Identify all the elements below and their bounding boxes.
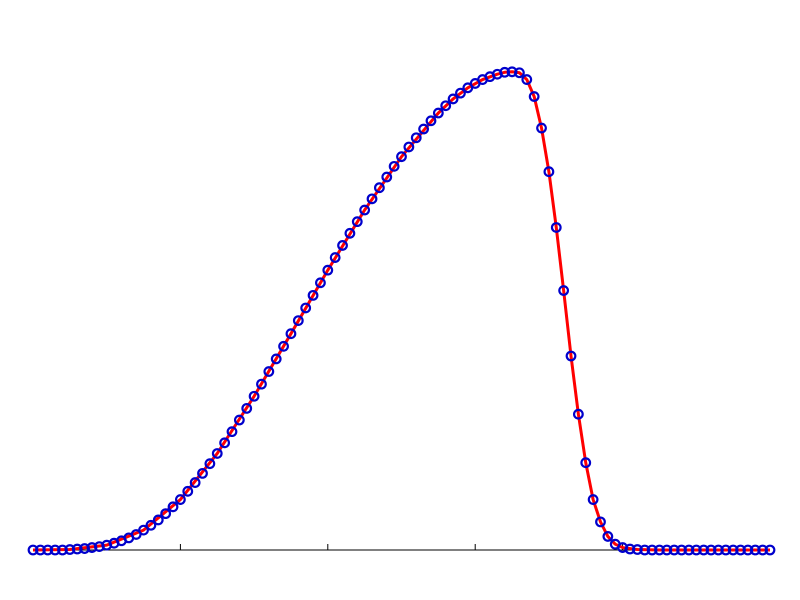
data-point bbox=[182, 485, 194, 497]
data-point bbox=[521, 74, 533, 85]
x-axis-ticks bbox=[179, 544, 624, 550]
data-point bbox=[174, 494, 186, 505]
data-point bbox=[145, 519, 157, 531]
data-point bbox=[226, 426, 238, 438]
data-point bbox=[661, 544, 673, 556]
data-point bbox=[713, 544, 724, 556]
data-point bbox=[300, 302, 312, 314]
data-point bbox=[639, 544, 651, 556]
data-point bbox=[735, 544, 746, 556]
data-point bbox=[307, 289, 319, 301]
data-point bbox=[57, 544, 68, 556]
data-point bbox=[160, 508, 172, 520]
data-point bbox=[654, 544, 665, 556]
data-point bbox=[631, 544, 643, 555]
data-point bbox=[757, 544, 769, 556]
data-point bbox=[418, 123, 430, 135]
data-point bbox=[344, 227, 356, 239]
data-point bbox=[204, 458, 216, 470]
data-point bbox=[42, 544, 54, 556]
data-point bbox=[558, 285, 570, 296]
data-point bbox=[152, 514, 164, 526]
data-point bbox=[189, 477, 201, 488]
data-point bbox=[440, 100, 452, 112]
data-point bbox=[749, 544, 761, 556]
data-point bbox=[543, 166, 555, 178]
data-point bbox=[727, 544, 739, 556]
fit-line-group bbox=[32, 70, 770, 552]
data-point bbox=[528, 91, 540, 102]
data-point bbox=[351, 216, 363, 228]
data-point bbox=[27, 544, 39, 556]
data-point bbox=[366, 193, 378, 205]
data-point bbox=[455, 87, 466, 99]
data-point bbox=[720, 544, 732, 556]
data-point bbox=[396, 151, 407, 163]
data-point bbox=[49, 544, 61, 556]
data-point bbox=[263, 366, 275, 377]
data-markers-group bbox=[27, 66, 776, 556]
data-point bbox=[403, 141, 415, 153]
data-point bbox=[646, 544, 658, 556]
data-point bbox=[359, 204, 371, 216]
data-point bbox=[676, 544, 687, 556]
data-point bbox=[34, 544, 46, 556]
data-point bbox=[329, 252, 341, 263]
data-point bbox=[624, 543, 636, 555]
data-point bbox=[167, 501, 179, 513]
data-point bbox=[233, 414, 245, 426]
data-point bbox=[211, 448, 223, 459]
data-point bbox=[742, 544, 754, 556]
data-point bbox=[572, 408, 584, 420]
data-point bbox=[447, 93, 459, 105]
data-point bbox=[410, 132, 422, 144]
data-point bbox=[256, 378, 267, 390]
data-point bbox=[432, 107, 444, 119]
data-point bbox=[278, 340, 289, 352]
data-point bbox=[64, 544, 76, 555]
data-point bbox=[248, 390, 260, 402]
data-point bbox=[86, 542, 98, 553]
data-point bbox=[241, 402, 253, 414]
data-point bbox=[698, 544, 710, 556]
data-point bbox=[381, 171, 393, 183]
data-point bbox=[690, 544, 702, 556]
data-point bbox=[292, 315, 304, 326]
data-point bbox=[705, 544, 717, 556]
data-point bbox=[499, 66, 511, 78]
data-point bbox=[388, 160, 400, 172]
data-point bbox=[79, 543, 90, 554]
data-point bbox=[337, 240, 348, 251]
data-point bbox=[587, 494, 599, 505]
data-point bbox=[595, 516, 606, 528]
data-point bbox=[285, 328, 297, 340]
data-point bbox=[536, 122, 547, 134]
data-point bbox=[270, 353, 282, 365]
data-point bbox=[580, 457, 592, 469]
data-point bbox=[565, 350, 577, 362]
data-point bbox=[506, 66, 518, 78]
data-point bbox=[71, 543, 83, 555]
data-point bbox=[322, 264, 334, 276]
data-point bbox=[373, 182, 385, 194]
data-point bbox=[315, 277, 326, 289]
data-point bbox=[683, 544, 695, 556]
data-point bbox=[219, 437, 231, 449]
data-point bbox=[764, 544, 776, 556]
data-point bbox=[197, 467, 208, 479]
data-point bbox=[602, 531, 614, 542]
fit-line bbox=[32, 70, 770, 552]
data-point bbox=[514, 67, 525, 79]
data-point bbox=[138, 524, 149, 536]
data-point bbox=[668, 544, 680, 556]
data-point bbox=[425, 115, 437, 127]
data-point bbox=[550, 222, 562, 233]
